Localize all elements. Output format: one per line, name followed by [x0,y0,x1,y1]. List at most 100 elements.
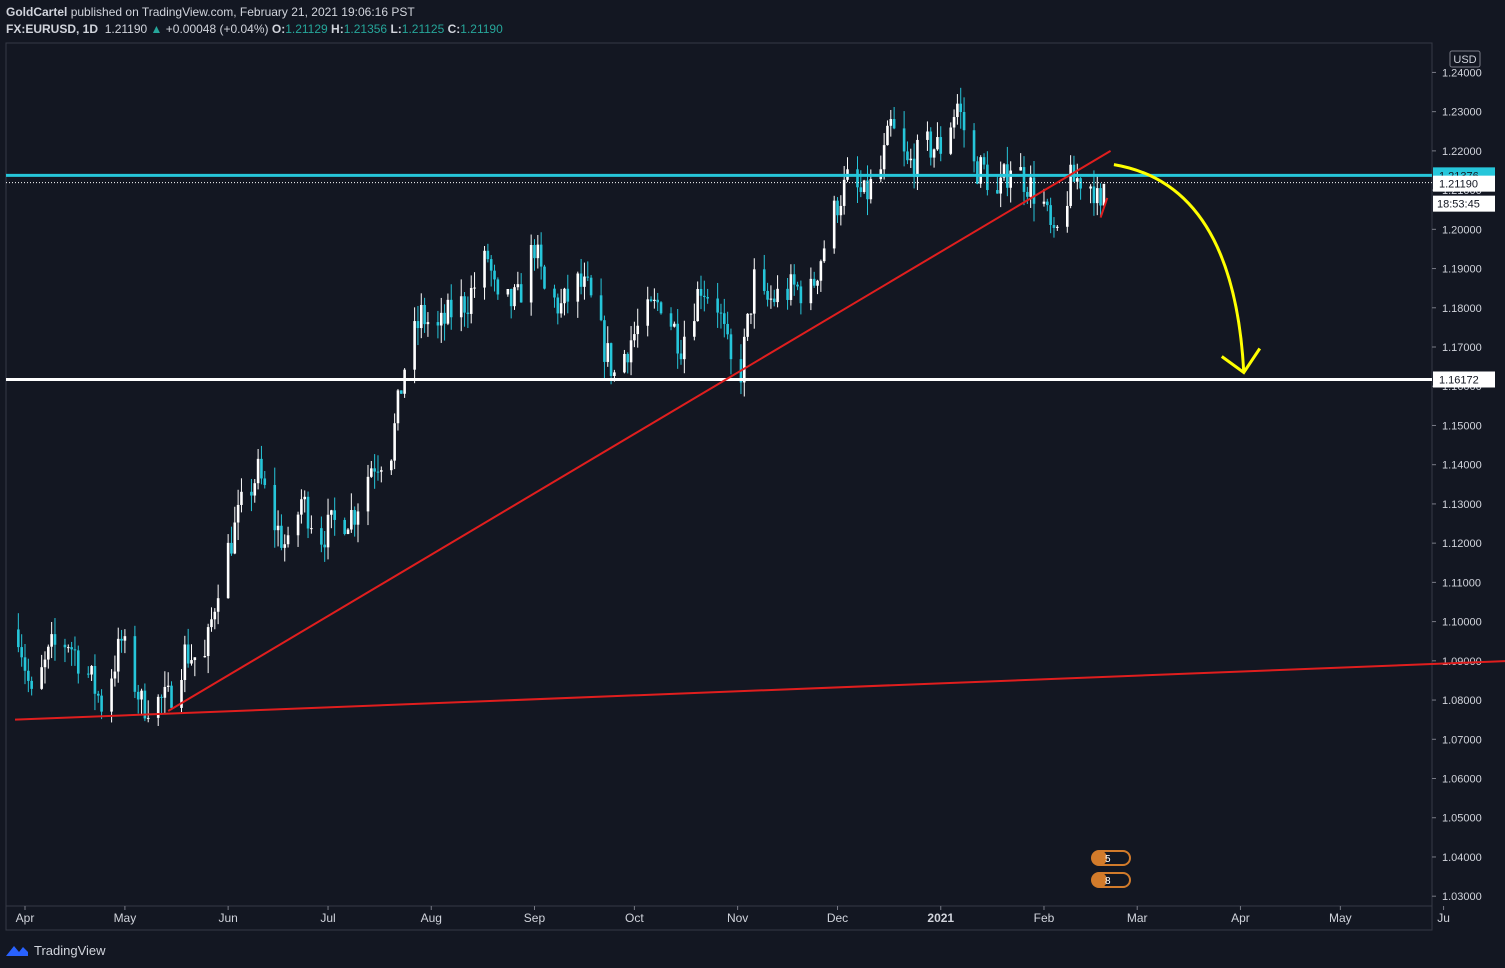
candle [726,311,729,340]
candle [513,284,516,310]
candle-body [70,647,73,650]
candle-body [676,323,679,354]
candle [906,141,909,165]
candle [879,155,883,183]
level-price-tag [1433,175,1495,192]
candle-body [123,636,127,641]
price-tick-label: 1.03000 [1442,891,1482,903]
candle-body [556,297,560,314]
candle-body [766,290,769,300]
candle [333,497,336,536]
candle-body [683,336,686,360]
author-name[interactable]: GoldCartel [6,5,68,19]
candle [729,328,733,375]
candle [1022,156,1026,206]
candle [656,292,659,312]
candle [206,623,210,674]
candle [1019,153,1022,171]
candle-body [952,117,956,128]
candle-body [986,164,989,191]
candle [799,280,803,315]
open-label: O: [271,22,286,36]
candle-body [729,334,733,360]
candle [216,584,220,625]
candle-body [486,250,490,260]
candle-body [646,299,650,326]
candle-body [1079,178,1082,189]
candle [553,284,556,308]
candle [116,627,120,683]
candle-body [856,169,859,188]
candle-body [226,542,230,599]
tradingview-footer[interactable]: TradingView [6,940,106,960]
candle [50,621,53,659]
candle [862,179,866,194]
candle [679,339,683,365]
candle-body [166,685,170,687]
candle-body [822,248,826,262]
candle [86,666,90,678]
candle [972,123,976,173]
candle-body [539,244,543,267]
candle [93,654,97,711]
price-tick-label: 1.14000 [1442,460,1482,472]
candle-body [792,274,796,285]
candle [63,638,67,663]
candle-body [916,139,919,177]
candle-body [286,535,290,545]
candle [816,279,819,295]
candle [483,246,486,300]
candle [609,342,613,385]
candle-body [256,458,260,484]
candle-body [1069,164,1072,206]
candle-body [233,522,237,554]
candle [140,688,143,714]
candle [393,413,396,470]
candle-body [576,273,580,302]
candle [466,296,470,329]
candle [320,516,323,553]
candle-body [599,295,603,321]
candle [516,271,520,291]
candle [413,307,416,384]
candle-body [396,390,400,424]
candle [982,153,986,170]
candle [1009,161,1012,203]
candle-body [17,629,20,648]
open-value: 1.21129 [285,22,328,36]
candle [822,240,826,263]
countdown-tag [1433,195,1495,212]
candle-body [906,151,909,161]
candle-body [50,634,53,647]
candle [673,321,676,328]
price-tick-label: 1.22000 [1442,146,1482,158]
candle-body [73,649,77,651]
candle-body [250,491,253,496]
close-label: C: [447,22,461,36]
candle-body [393,423,396,461]
candle [489,255,493,287]
candle [776,275,779,308]
candle [956,94,959,125]
candle-body [163,686,167,698]
candle-body [509,289,513,307]
candle-body [90,666,93,675]
candle [1065,191,1069,233]
candle [53,618,57,661]
candle [902,111,906,167]
time-tick-label: Feb [1034,911,1055,925]
candle-body [929,131,933,158]
price-tick-label: 1.04000 [1442,852,1482,864]
candle-body [939,137,943,154]
candle-body [723,313,726,324]
candle [1092,170,1096,216]
candle [423,297,426,333]
candle [636,308,640,348]
price-tick-label: 1.06000 [1442,774,1482,786]
symbol-label[interactable]: FX:EURUSD, 1D [6,22,99,36]
candle-body [390,460,393,471]
candle [370,460,373,478]
candle-body [699,289,703,296]
candle [986,151,989,196]
